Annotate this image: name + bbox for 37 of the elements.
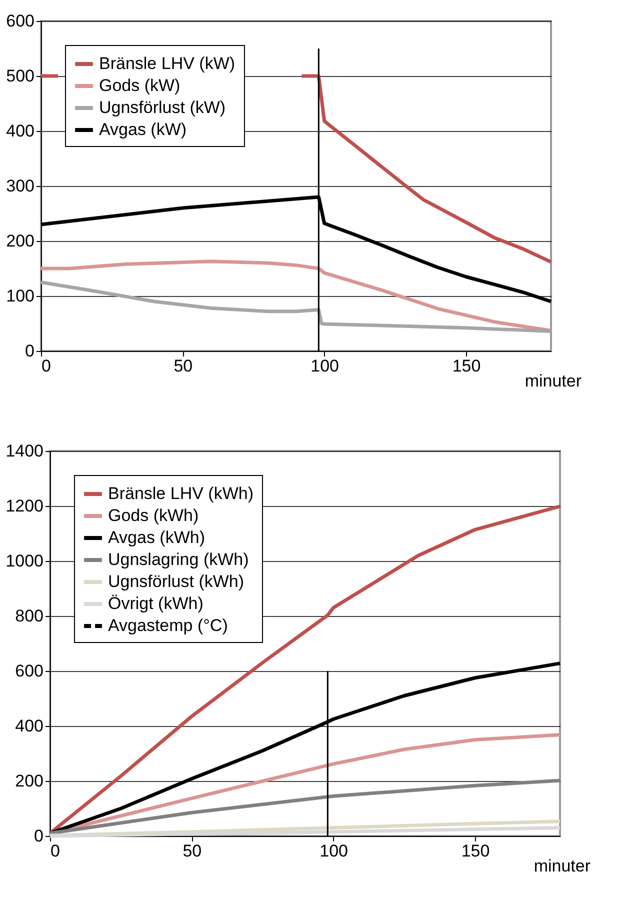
line-series bbox=[39, 280, 553, 333]
y-tick-label: 800 bbox=[15, 606, 44, 626]
y-tick-label: 500 bbox=[6, 66, 34, 86]
y-tick-label: 200 bbox=[15, 772, 44, 790]
y-tick-label: 0 bbox=[25, 342, 34, 360]
x-tick-label: 150 bbox=[461, 842, 490, 860]
legend-label: Ugnsförlust (kWh) bbox=[108, 572, 244, 591]
y-tick-label: 200 bbox=[6, 232, 34, 250]
legend-label: Bränsle LHV (kW) bbox=[99, 54, 236, 73]
x-axis-title: minuter bbox=[524, 372, 582, 390]
legend-label: Övrigt (kWh) bbox=[108, 594, 204, 613]
legend-label: Bränsle LHV (kWh) bbox=[108, 484, 254, 503]
y-tick-label: 0 bbox=[34, 826, 44, 846]
legend-label: Avgas (kW) bbox=[99, 120, 187, 139]
x-tick-label: 100 bbox=[320, 842, 348, 860]
y-tick-label: 600 bbox=[15, 662, 44, 680]
legend-label: Ugnslagring (kWh) bbox=[108, 550, 249, 569]
legend-label: Avgastemp (°C) bbox=[108, 616, 228, 635]
legend-label: Gods (kW) bbox=[99, 76, 180, 95]
y-tick-label: 600 bbox=[6, 12, 34, 30]
x-axis-title: minuter bbox=[534, 856, 591, 876]
line-series bbox=[39, 260, 553, 332]
y-tick-label: 400 bbox=[15, 716, 44, 736]
y-tick-label: 100 bbox=[6, 286, 34, 306]
y-tick-label: 300 bbox=[6, 176, 34, 196]
y-tick-label: 1000 bbox=[6, 552, 44, 570]
x-tick-label: 150 bbox=[452, 356, 481, 376]
x-tick-label: 100 bbox=[310, 356, 340, 376]
x-tick-label: 0 bbox=[50, 842, 60, 860]
y-tick-label: 400 bbox=[6, 122, 34, 140]
y-tick-label: 1400 bbox=[6, 442, 44, 460]
legend-label: Ugnsförlust (kW) bbox=[99, 98, 226, 117]
x-tick-label: 50 bbox=[182, 842, 202, 860]
legend-label: Avgas (kWh) bbox=[108, 528, 205, 547]
x-tick-label: 50 bbox=[174, 356, 193, 376]
legend-label: Gods (kWh) bbox=[108, 506, 199, 525]
y-tick-label: 1200 bbox=[6, 496, 44, 516]
